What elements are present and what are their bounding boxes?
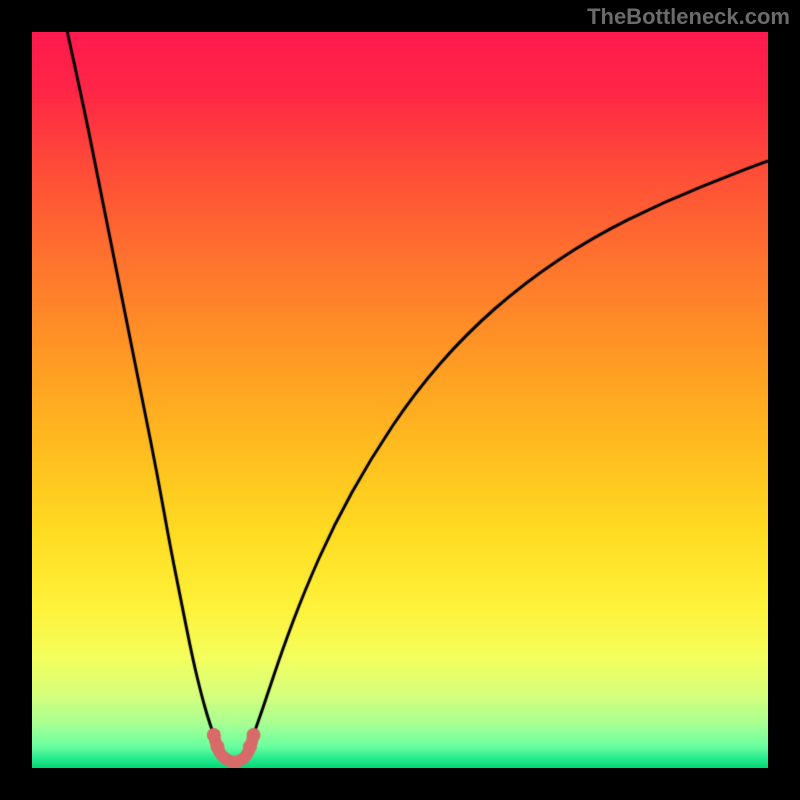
plot-area: [32, 32, 768, 768]
chart-container: TheBottleneck.com: [0, 0, 800, 800]
watermark-text: TheBottleneck.com: [587, 4, 790, 30]
bottleneck-curve: [32, 32, 768, 768]
